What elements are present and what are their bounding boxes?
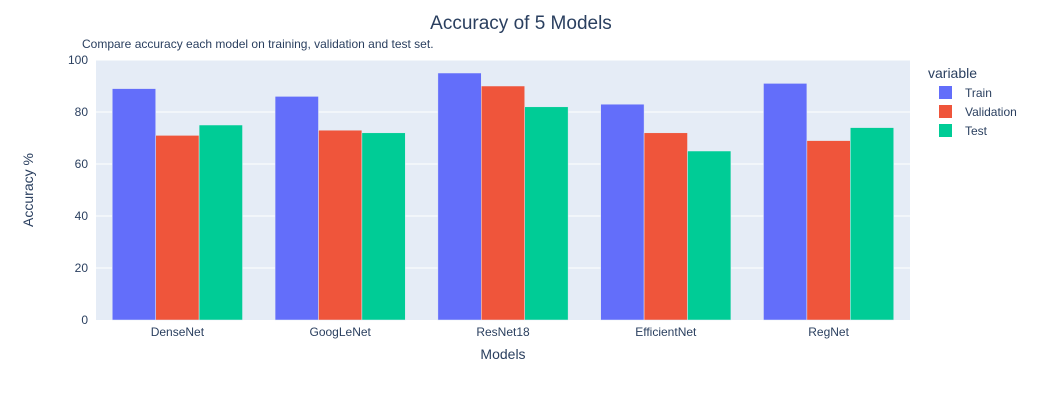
y-axis-label: Accuracy %: [20, 153, 36, 227]
bar-validation-regnet[interactable]: [806, 140, 851, 321]
y-tick-label: 80: [75, 105, 89, 119]
y-tick-label: 100: [68, 53, 88, 67]
legend-items[interactable]: Train Validation Test: [939, 86, 1017, 138]
x-tick-label: EfficientNet: [635, 325, 697, 339]
bar-validation-googlenet[interactable]: [318, 129, 363, 321]
x-tick-label: GoogLeNet: [310, 325, 372, 339]
legend-title: variable: [928, 65, 977, 81]
y-tick-label: 60: [75, 157, 89, 171]
chart-title: Accuracy of 5 Models: [430, 13, 612, 34]
bar-test-googlenet[interactable]: [361, 132, 406, 321]
legend-label: Test: [965, 124, 988, 138]
bar-validation-densenet[interactable]: [155, 135, 200, 321]
legend-item-train[interactable]: Train: [939, 86, 992, 100]
bar-train-densenet[interactable]: [112, 88, 156, 321]
legend-swatch: [939, 124, 952, 137]
bar-test-efficientnet[interactable]: [687, 150, 732, 321]
y-tick-label: 40: [75, 209, 89, 223]
chart-subtitle: Compare accuracy each model on training,…: [82, 37, 434, 51]
bar-test-regnet[interactable]: [850, 127, 894, 321]
bar-train-resnet18[interactable]: [437, 72, 482, 321]
y-axis-ticks: 0 20 40 60 80 100: [68, 53, 88, 327]
y-tick-label: 0: [81, 313, 88, 327]
x-tick-label: DenseNet: [151, 325, 205, 339]
bar-test-resnet18[interactable]: [524, 106, 569, 321]
legend-label: Train: [965, 86, 992, 100]
legend[interactable]: variable Train Validation Test: [928, 65, 1017, 138]
legend-swatch: [939, 86, 952, 99]
x-tick-label: RegNet: [808, 325, 849, 339]
legend-label: Validation: [965, 105, 1017, 119]
bar-validation-efficientnet[interactable]: [643, 132, 688, 321]
legend-item-validation[interactable]: Validation: [939, 105, 1017, 119]
bar-train-googlenet[interactable]: [274, 96, 319, 321]
bar-validation-resnet18[interactable]: [481, 85, 525, 321]
bars: [112, 72, 894, 321]
legend-swatch: [939, 105, 952, 118]
bar-test-densenet[interactable]: [198, 124, 243, 321]
bar-train-regnet[interactable]: [763, 83, 808, 321]
x-axis-label: Models: [480, 346, 525, 362]
x-axis-ticks: DenseNet GoogLeNet ResNet18 EfficientNet Reg…: [151, 325, 850, 339]
legend-item-test[interactable]: Test: [939, 124, 988, 138]
y-tick-label: 20: [75, 261, 89, 275]
x-tick-label: ResNet18: [476, 325, 530, 339]
bar-train-efficientnet[interactable]: [600, 103, 645, 321]
